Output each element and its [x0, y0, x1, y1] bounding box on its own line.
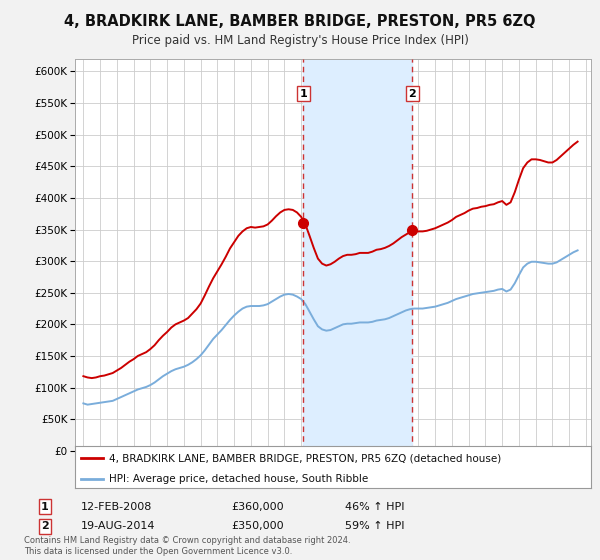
Text: 19-AUG-2014: 19-AUG-2014 [81, 521, 155, 531]
Text: 4, BRADKIRK LANE, BAMBER BRIDGE, PRESTON, PR5 6ZQ (detached house): 4, BRADKIRK LANE, BAMBER BRIDGE, PRESTON… [109, 453, 501, 463]
Text: 12-FEB-2008: 12-FEB-2008 [81, 502, 152, 512]
Text: £350,000: £350,000 [231, 521, 284, 531]
Text: 1: 1 [299, 88, 307, 99]
Text: £360,000: £360,000 [231, 502, 284, 512]
Text: 2: 2 [41, 521, 49, 531]
Text: 46% ↑ HPI: 46% ↑ HPI [345, 502, 404, 512]
Text: Price paid vs. HM Land Registry's House Price Index (HPI): Price paid vs. HM Land Registry's House … [131, 34, 469, 46]
Bar [303, 59, 412, 451]
Text: 4, BRADKIRK LANE, BAMBER BRIDGE, PRESTON, PR5 6ZQ: 4, BRADKIRK LANE, BAMBER BRIDGE, PRESTON… [64, 14, 536, 29]
Text: 2: 2 [409, 88, 416, 99]
Text: Contains HM Land Registry data © Crown copyright and database right 2024.
This d: Contains HM Land Registry data © Crown c… [24, 536, 350, 556]
Text: HPI: Average price, detached house, South Ribble: HPI: Average price, detached house, Sout… [109, 474, 368, 484]
Text: 59% ↑ HPI: 59% ↑ HPI [345, 521, 404, 531]
Text: 1: 1 [41, 502, 49, 512]
